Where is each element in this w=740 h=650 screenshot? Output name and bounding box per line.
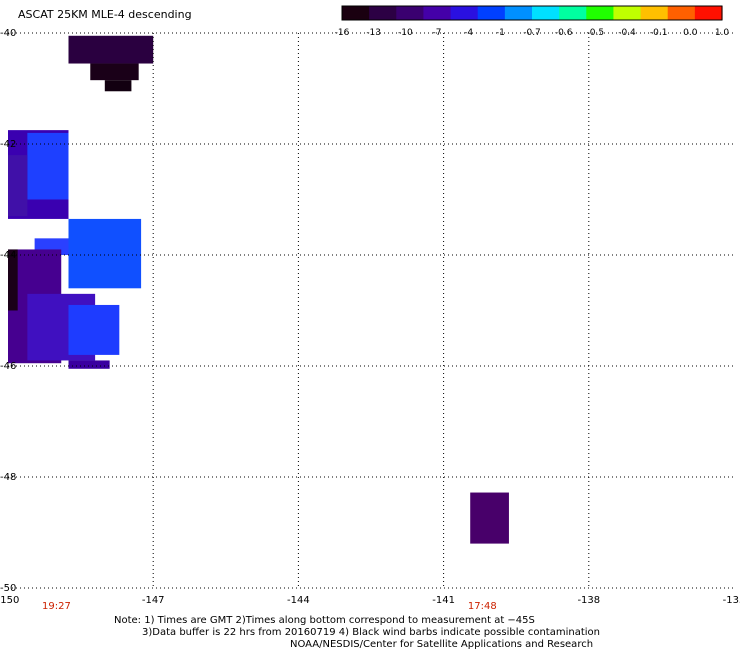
heatmap-cell bbox=[68, 360, 110, 369]
colorbar-swatch bbox=[559, 6, 587, 20]
note-line-1: Note: 1) Times are GMT 2)Times along bot… bbox=[114, 615, 535, 626]
heatmap-cell bbox=[68, 218, 142, 289]
x-tick-label: -150 bbox=[0, 595, 19, 606]
colorbar-tick-label: 1.0 bbox=[715, 28, 730, 38]
axis-labels: -150 -147 -144 -141 -138 -135 -40 -42 -44 -46 -48 -… bbox=[0, 28, 740, 606]
colorbar-swatch bbox=[369, 6, 397, 20]
heatmap-cell bbox=[90, 63, 139, 81]
colorbar-tick-label: -0.1 bbox=[650, 28, 668, 38]
colorbar-tick-label: -0.6 bbox=[555, 28, 573, 38]
colorbar-swatch bbox=[342, 6, 370, 20]
y-tick-label: -42 bbox=[0, 139, 16, 150]
colorbar-swatch bbox=[477, 6, 506, 20]
x-tick-label: -135 bbox=[723, 595, 740, 606]
colorbar-tick-label: -13 bbox=[366, 28, 381, 38]
colorbar-tick-label: 0.0 bbox=[683, 28, 698, 38]
y-tick-label: -40 bbox=[0, 28, 16, 39]
y-tick-label: -50 bbox=[0, 583, 16, 594]
y-tick-label: -44 bbox=[0, 250, 16, 261]
heatmap-cell bbox=[8, 249, 18, 311]
colorbar-swatch bbox=[504, 6, 533, 20]
grid-lines bbox=[8, 32, 734, 589]
colorbar-swatch bbox=[667, 6, 696, 20]
colorbar-swatch bbox=[694, 6, 723, 20]
colorbar-swatch bbox=[586, 6, 615, 20]
y-tick-label: -46 bbox=[0, 361, 16, 372]
time-label: 19:27 bbox=[42, 601, 71, 612]
y-tick-label: -48 bbox=[0, 472, 16, 483]
time-label: 17:48 bbox=[468, 601, 497, 612]
colorbar-tick-label: -0.5 bbox=[587, 28, 605, 38]
colorbar-tick-label: -0.4 bbox=[618, 28, 636, 38]
x-tick-label: -144 bbox=[287, 595, 310, 606]
heatmap-cell bbox=[68, 35, 154, 64]
x-tick-label: -138 bbox=[577, 595, 600, 606]
heatmap-cell bbox=[68, 304, 120, 355]
heatmap-cell bbox=[8, 155, 28, 217]
colorbar-tick-label: -10 bbox=[398, 28, 413, 38]
colorbar-frame bbox=[341, 5, 723, 21]
colorbar-tick-label: -16 bbox=[335, 28, 350, 38]
colorbar-swatch bbox=[613, 6, 642, 20]
heatmap-cell bbox=[104, 80, 132, 92]
colorbar-swatch bbox=[396, 6, 425, 20]
colorbar: -16 -13 -10 -7 -4 -1 -0.7 -0.6 -0.5 -0.4 -0.1 0.0 1.… bbox=[335, 5, 730, 38]
colorbar-swatch bbox=[640, 6, 669, 20]
heatmap-cell bbox=[27, 132, 69, 200]
heatmap-cells bbox=[8, 35, 509, 544]
x-tick-label: -141 bbox=[432, 595, 455, 606]
time-labels: 19:27 17:48 bbox=[42, 601, 497, 612]
colorbar-swatch bbox=[450, 6, 479, 20]
note-line-2: 3)Data buffer is 22 hrs from 20160719 4)… bbox=[142, 627, 600, 638]
colorbar-swatch bbox=[423, 6, 452, 20]
heatmap-cell bbox=[470, 492, 509, 544]
note-line-3: NOAA/NESDIS/Center for Satellite Applica… bbox=[290, 639, 594, 650]
chart-title: ASCAT 25KM MLE-4 descending bbox=[18, 8, 192, 21]
colorbar-swatch bbox=[532, 6, 560, 20]
x-tick-label: -147 bbox=[142, 595, 165, 606]
